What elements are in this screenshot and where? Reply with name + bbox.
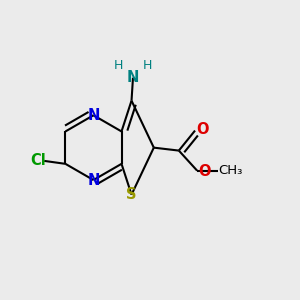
- Text: Cl: Cl: [30, 153, 46, 168]
- Text: O: O: [198, 164, 210, 179]
- Text: S: S: [126, 187, 137, 202]
- Text: N: N: [87, 108, 100, 123]
- Text: CH₃: CH₃: [218, 164, 242, 177]
- Text: O: O: [196, 122, 208, 136]
- Text: H: H: [142, 59, 152, 72]
- Text: N: N: [87, 172, 100, 188]
- Text: H: H: [114, 59, 124, 72]
- Text: N: N: [127, 70, 139, 85]
